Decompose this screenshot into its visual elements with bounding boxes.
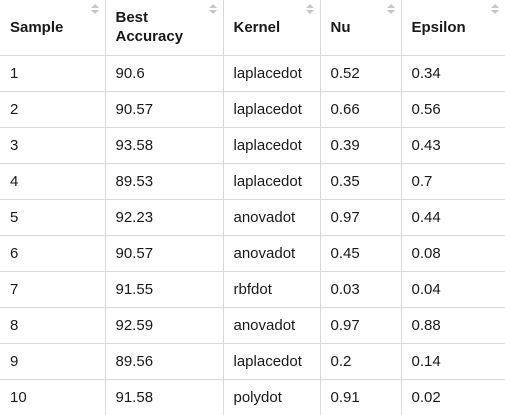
cell-nu: 0.39 <box>319 126 402 164</box>
table-row: 5 92.23 anovadot 0.97 0.44 <box>0 198 505 236</box>
cell-kernel: laplacedot <box>222 162 321 200</box>
cell-kernel: laplacedot <box>222 126 321 164</box>
cell-best-accuracy: 91.58 <box>104 378 224 415</box>
cell-best-accuracy: 91.55 <box>104 270 224 308</box>
cell-sample: 4 <box>0 162 106 200</box>
cell-epsilon: 0.08 <box>400 234 505 272</box>
cell-sample: 10 <box>0 378 106 415</box>
cell-epsilon: 0.14 <box>400 342 505 380</box>
cell-epsilon: 0.56 <box>400 90 505 128</box>
header-row: Sample Best Accuracy Kernel Nu Epsilon <box>0 0 505 56</box>
cell-nu: 0.91 <box>319 378 402 415</box>
cell-epsilon: 0.34 <box>400 54 505 92</box>
cell-nu: 0.97 <box>319 306 402 344</box>
cell-sample: 3 <box>0 126 106 164</box>
table-row: 8 92.59 anovadot 0.97 0.88 <box>0 306 505 344</box>
cell-best-accuracy: 93.58 <box>104 126 224 164</box>
table-row: 2 90.57 laplacedot 0.66 0.56 <box>0 90 505 128</box>
table-row: 3 93.58 laplacedot 0.39 0.43 <box>0 126 505 164</box>
cell-epsilon: 0.04 <box>400 270 505 308</box>
column-header-sample[interactable]: Sample <box>0 0 106 56</box>
table-row: 4 89.53 laplacedot 0.35 0.7 <box>0 162 505 200</box>
column-header-label: Nu <box>330 18 351 36</box>
cell-best-accuracy: 92.23 <box>104 198 224 236</box>
cell-kernel: rbfdot <box>222 270 321 308</box>
cell-epsilon: 0.7 <box>400 162 505 200</box>
cell-kernel: polydot <box>222 378 321 415</box>
column-header-label: Kernel <box>233 18 281 36</box>
cell-nu: 0.45 <box>319 234 402 272</box>
sort-icon[interactable] <box>90 4 99 16</box>
sort-icon[interactable] <box>208 4 217 16</box>
cell-sample: 5 <box>0 198 106 236</box>
sort-icon[interactable] <box>386 4 395 16</box>
cell-best-accuracy: 90.57 <box>104 234 224 272</box>
cell-nu: 0.66 <box>319 90 402 128</box>
cell-nu: 0.35 <box>319 162 402 200</box>
cell-kernel: laplacedot <box>222 342 321 380</box>
cell-kernel: laplacedot <box>222 90 321 128</box>
cell-kernel: anovadot <box>222 306 321 344</box>
cell-sample: 2 <box>0 90 106 128</box>
column-header-best-accuracy[interactable]: Best Accuracy <box>104 0 224 56</box>
cell-nu: 0.97 <box>319 198 402 236</box>
cell-kernel: anovadot <box>222 234 321 272</box>
table-row: 6 90.57 anovadot 0.45 0.08 <box>0 234 505 272</box>
cell-epsilon: 0.02 <box>400 378 505 415</box>
cell-best-accuracy: 90.57 <box>104 90 224 128</box>
cell-sample: 7 <box>0 270 106 308</box>
column-header-kernel[interactable]: Kernel <box>222 0 321 56</box>
cell-nu: 0.2 <box>319 342 402 380</box>
cell-nu: 0.03 <box>319 270 402 308</box>
cell-epsilon: 0.43 <box>400 126 505 164</box>
table-row: 1 90.6 laplacedot 0.52 0.34 <box>0 54 505 92</box>
sort-icon[interactable] <box>305 4 314 16</box>
cell-best-accuracy: 89.53 <box>104 162 224 200</box>
cell-sample: 9 <box>0 342 106 380</box>
table-row: 10 91.58 polydot 0.91 0.02 <box>0 378 505 415</box>
column-header-epsilon[interactable]: Epsilon <box>400 0 505 56</box>
cell-best-accuracy: 92.59 <box>104 306 224 344</box>
table-row: 9 89.56 laplacedot 0.2 0.14 <box>0 342 505 380</box>
cell-nu: 0.52 <box>319 54 402 92</box>
cell-epsilon: 0.44 <box>400 198 505 236</box>
cell-best-accuracy: 90.6 <box>104 54 224 92</box>
sort-icon[interactable] <box>490 4 499 16</box>
cell-kernel: anovadot <box>222 198 321 236</box>
cell-sample: 8 <box>0 306 106 344</box>
cell-sample: 1 <box>0 54 106 92</box>
column-header-label: Best Accuracy <box>115 9 184 46</box>
table-row: 7 91.55 rbfdot 0.03 0.04 <box>0 270 505 308</box>
cell-best-accuracy: 89.56 <box>104 342 224 380</box>
column-header-label: Sample <box>10 18 64 36</box>
cell-sample: 6 <box>0 234 106 272</box>
cell-kernel: laplacedot <box>222 54 321 92</box>
column-header-nu[interactable]: Nu <box>319 0 402 56</box>
column-header-label: Epsilon <box>411 18 466 36</box>
cell-epsilon: 0.88 <box>400 306 505 344</box>
